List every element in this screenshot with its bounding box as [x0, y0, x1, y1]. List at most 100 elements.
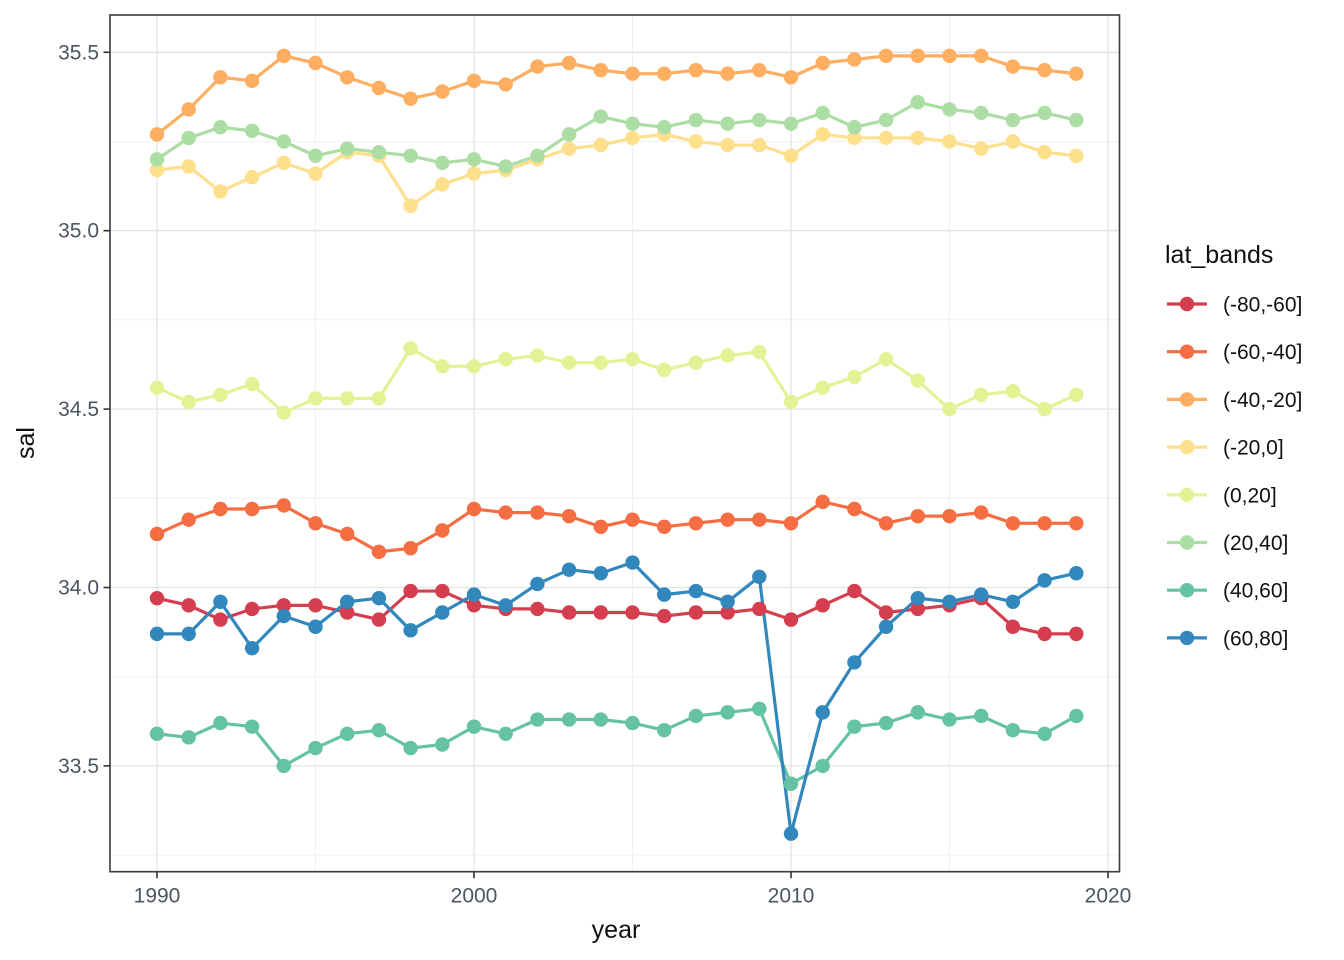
data-point-(-60,-40]-2003 [561, 508, 577, 524]
data-point-(-80,-60]-2012 [847, 583, 862, 599]
data-point-(-80,-60]-1999 [435, 583, 450, 599]
data-point-(0,20]-1996 [340, 391, 355, 406]
data-point-(-20,0]-1992 [213, 184, 228, 199]
data-point-(60,80]-2006 [657, 587, 672, 602]
data-point-(60,80]-1997 [371, 591, 387, 606]
data-point-(40,60]-2003 [561, 712, 577, 727]
data-point-(40,60]-2007 [688, 708, 704, 724]
data-point-(-80,-60]-2010 [783, 612, 799, 627]
data-point-(-20,0]-1991 [181, 159, 196, 174]
data-point-(20,40]-2001 [498, 159, 513, 174]
data-point-(-40,-20]-2001 [498, 77, 513, 92]
data-point-(0,20]-1991 [181, 394, 196, 410]
data-point-(-60,-40]-1993 [244, 501, 260, 517]
data-point-(60,80]-2001 [498, 598, 513, 613]
data-point-(20,40]-2007 [688, 112, 704, 128]
data-point-(-80,-60]-2004 [593, 605, 608, 620]
data-point-(0,20]-2002 [530, 348, 545, 363]
data-point-(0,20]-1998 [403, 341, 418, 356]
data-point-(60,80]-1999 [435, 605, 450, 620]
data-point-(-40,-20]-1997 [371, 80, 387, 96]
data-point-(20,40]-2003 [561, 127, 577, 142]
data-point-(60,80]-2004 [593, 566, 608, 581]
data-point-(60,80]-2013 [878, 619, 894, 634]
data-point-(-20,0]-1994 [276, 155, 291, 171]
legend-key-point-(20,40] [1179, 535, 1195, 550]
data-point-(40,60]-2009 [752, 701, 767, 717]
data-point-(-80,-60]-1995 [308, 598, 323, 613]
data-point-(60,80]-2014 [910, 591, 925, 606]
legend-label-(-80,-60]: (-80,-60] [1223, 294, 1302, 317]
data-point-(-20,0]-2009 [752, 137, 767, 153]
data-point-(20,40]-1998 [403, 148, 418, 163]
data-point-(-80,-60]-2019 [1069, 626, 1084, 642]
data-point-(60,80]-1995 [308, 619, 323, 634]
legend-label-(-40,-20]: (-40,-20] [1223, 389, 1302, 412]
data-point-(0,20]-2018 [1037, 401, 1052, 417]
data-point-(-20,0]-2007 [688, 134, 704, 149]
data-point-(20,40]-1999 [435, 155, 450, 171]
data-point-(0,20]-2010 [783, 394, 799, 410]
data-point-(-60,-40]-2014 [910, 508, 925, 524]
y-tick-label: 34.0 [58, 577, 99, 600]
data-point-(-40,-20]-1999 [435, 84, 450, 99]
data-point-(40,60]-1990 [149, 726, 165, 741]
data-point-(-80,-60]-2018 [1037, 626, 1052, 642]
data-point-(60,80]-1996 [340, 594, 355, 609]
data-point-(-20,0]-2013 [878, 130, 894, 146]
data-point-(0,20]-2005 [625, 351, 640, 367]
data-point-(0,20]-1992 [213, 387, 228, 403]
data-point-(-80,-60]-1998 [403, 583, 418, 599]
data-point-(-20,0]-2019 [1069, 148, 1084, 163]
legend-key-point-(40,60] [1179, 583, 1195, 598]
data-point-(-40,-20]-2019 [1069, 66, 1084, 81]
data-point-(-60,-40]-2015 [942, 508, 957, 524]
data-point-(-60,-40]-1991 [181, 512, 196, 527]
data-point-(-40,-20]-2016 [974, 48, 989, 64]
data-point-(-20,0]-1999 [435, 177, 450, 192]
data-point-(20,40]-2002 [530, 148, 545, 163]
data-point-(40,60]-1996 [340, 726, 355, 741]
x-tick-label: 1990 [134, 885, 181, 908]
data-point-(60,80]-1992 [213, 594, 228, 609]
data-point-(60,80]-2011 [815, 705, 830, 720]
data-point-(0,20]-2016 [974, 387, 989, 403]
data-point-(-20,0]-2011 [815, 127, 830, 142]
data-point-(0,20]-2009 [752, 344, 767, 360]
data-point-(0,20]-2006 [657, 362, 672, 378]
data-point-(60,80]-2012 [847, 655, 862, 670]
data-point-(-20,0]-1998 [403, 198, 418, 213]
data-point-(-80,-60]-1997 [371, 612, 387, 627]
data-point-(-60,-40]-2013 [878, 516, 894, 531]
data-point-(-80,-60]-2007 [688, 605, 704, 620]
data-point-(-80,-60]-2002 [530, 601, 545, 617]
data-point-(40,60]-2000 [466, 719, 482, 734]
legend-label-(40,60]: (40,60] [1223, 580, 1288, 603]
data-point-(-60,-40]-2007 [688, 516, 704, 531]
data-point-(20,40]-2000 [466, 152, 482, 167]
y-tick-label: 33.5 [58, 755, 99, 778]
data-point-(-20,0]-2003 [561, 141, 577, 156]
data-point-(0,20]-2008 [720, 348, 735, 363]
data-point-(20,40]-1990 [149, 152, 165, 167]
legend-key-point-(-40,-20] [1179, 392, 1195, 407]
data-point-(0,20]-2013 [878, 351, 894, 367]
data-point-(0,20]-2012 [847, 369, 862, 385]
data-point-(-60,-40]-2001 [498, 505, 513, 520]
data-point-(20,40]-2010 [783, 116, 799, 131]
data-point-(60,80]-1998 [403, 623, 418, 638]
x-tick-label: 2010 [768, 885, 815, 908]
data-point-(-20,0]-2014 [910, 130, 925, 146]
data-point-(-60,-40]-2004 [593, 519, 608, 535]
data-point-(-80,-60]-1994 [276, 598, 291, 613]
data-point-(-60,-40]-2008 [720, 512, 735, 527]
data-point-(-40,-20]-2012 [847, 52, 862, 67]
data-point-(-40,-20]-1993 [244, 73, 260, 89]
data-point-(0,20]-2000 [466, 359, 482, 374]
data-point-(40,60]-1992 [213, 715, 228, 731]
data-point-(-40,-20]-2007 [688, 62, 704, 78]
data-point-(40,60]-1994 [276, 758, 291, 774]
data-point-(20,40]-2006 [657, 120, 672, 135]
y-tick-label: 34.5 [58, 398, 99, 421]
